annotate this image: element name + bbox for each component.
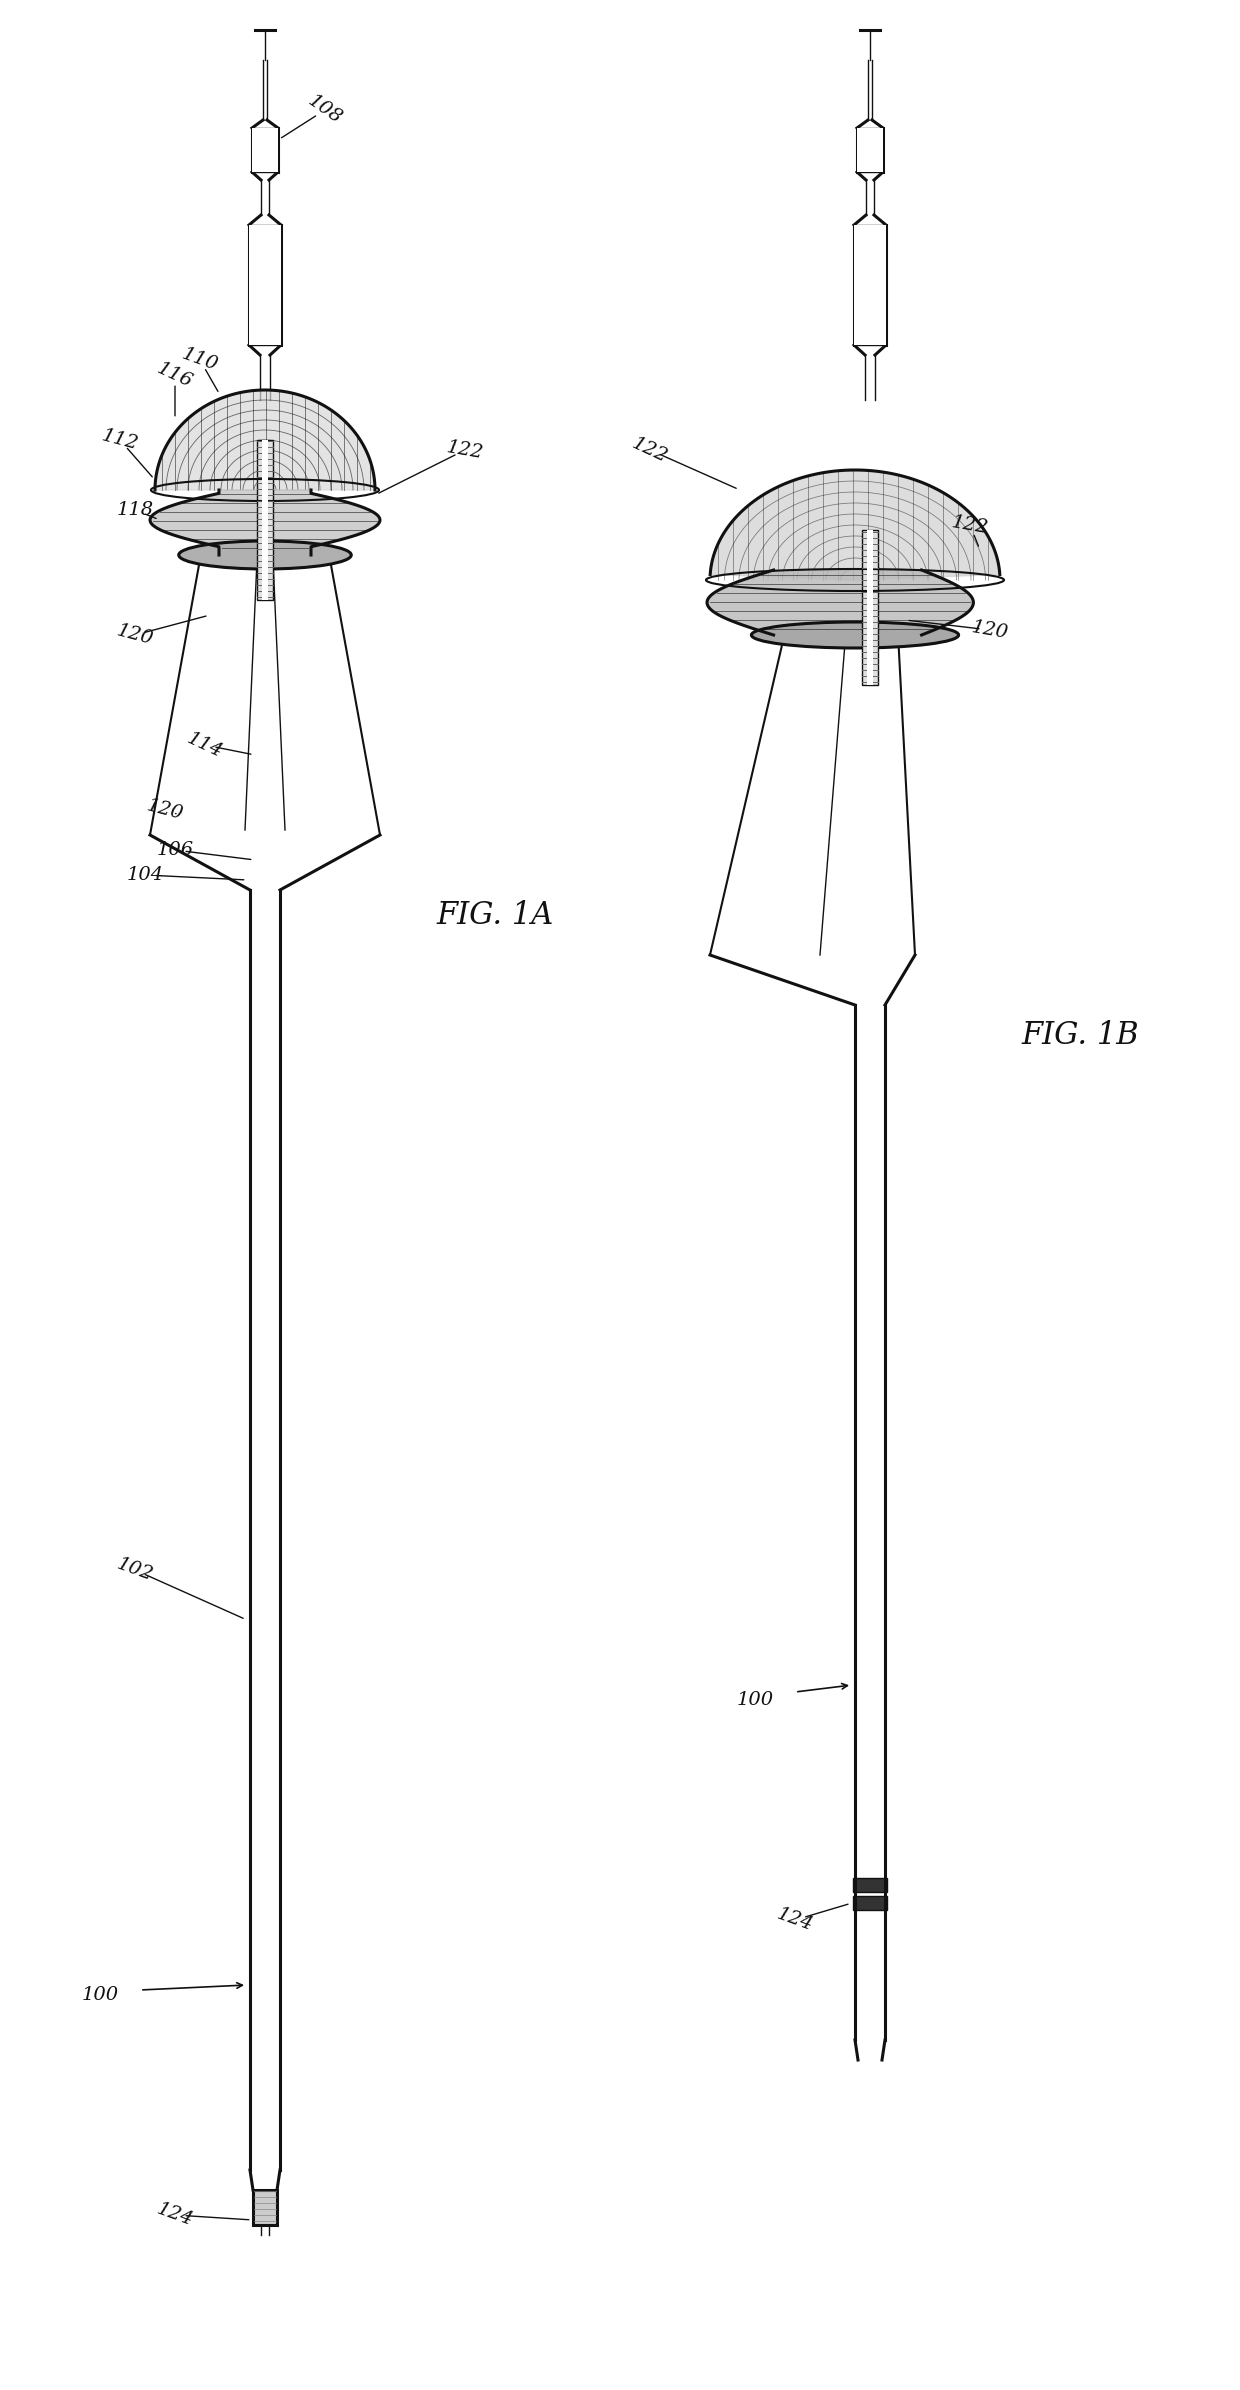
Text: 122: 122 bbox=[630, 435, 671, 466]
Text: 122: 122 bbox=[950, 514, 990, 538]
Text: 120: 120 bbox=[970, 619, 1009, 643]
Bar bbox=[854, 225, 887, 344]
Text: 100: 100 bbox=[82, 1986, 119, 2003]
Text: 110: 110 bbox=[180, 344, 221, 375]
Bar bbox=[862, 531, 878, 686]
Polygon shape bbox=[707, 569, 973, 636]
Text: 120: 120 bbox=[115, 621, 155, 648]
Ellipse shape bbox=[751, 621, 959, 648]
Text: 124: 124 bbox=[155, 2201, 196, 2230]
Text: 100: 100 bbox=[737, 1692, 774, 1709]
Bar bbox=[257, 440, 273, 600]
Bar bbox=[249, 225, 281, 344]
Text: 108: 108 bbox=[305, 91, 346, 129]
Text: FIG. 1A: FIG. 1A bbox=[436, 899, 553, 930]
Bar bbox=[853, 1895, 887, 1910]
Text: 114: 114 bbox=[185, 729, 226, 760]
Ellipse shape bbox=[179, 540, 351, 569]
Bar bbox=[857, 129, 883, 172]
Text: 102: 102 bbox=[114, 1556, 155, 1585]
Polygon shape bbox=[155, 390, 374, 490]
Bar bbox=[253, 2189, 277, 2225]
Text: 112: 112 bbox=[99, 425, 140, 454]
Polygon shape bbox=[150, 490, 379, 554]
Bar bbox=[262, 440, 268, 600]
Text: 124: 124 bbox=[775, 1905, 816, 1936]
Polygon shape bbox=[711, 471, 999, 581]
Bar bbox=[252, 129, 278, 172]
Text: FIG. 1B: FIG. 1B bbox=[1022, 1021, 1138, 1052]
Bar bbox=[867, 531, 873, 686]
Text: 106: 106 bbox=[156, 841, 193, 858]
Text: 104: 104 bbox=[126, 865, 164, 884]
Text: 116: 116 bbox=[154, 358, 196, 392]
Text: 120: 120 bbox=[145, 796, 185, 825]
Bar bbox=[853, 1879, 887, 1893]
Text: 122: 122 bbox=[445, 437, 485, 461]
Bar bbox=[856, 1006, 885, 2041]
Bar bbox=[250, 889, 280, 2170]
Text: 118: 118 bbox=[117, 502, 154, 519]
